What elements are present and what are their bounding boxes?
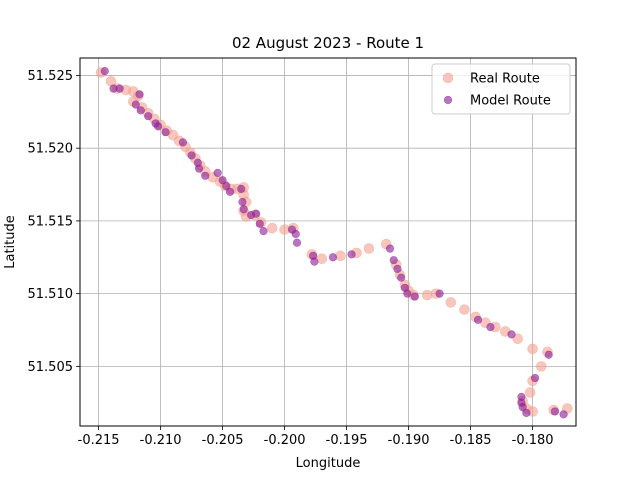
model-route-point [135, 90, 144, 99]
model-route-point [161, 128, 170, 137]
real-route-point [363, 243, 375, 254]
model-route-point [100, 66, 109, 76]
model-route-point [550, 407, 560, 416]
model-route-point [403, 289, 412, 298]
model-route-point [259, 226, 268, 236]
model-route-point [255, 219, 264, 228]
real-route-point [527, 343, 538, 355]
model-route-point [144, 112, 153, 121]
model-route-point [522, 408, 531, 418]
model-route-point [194, 164, 204, 173]
legend-marker [442, 72, 454, 84]
model-route-point [507, 330, 516, 339]
x-tick-label: -0.210 [140, 433, 182, 448]
y-axis-label: Latitude [3, 215, 18, 269]
model-route-point [225, 187, 235, 196]
legend-box [431, 63, 571, 115]
model-route-point [486, 322, 495, 332]
model-route-point [178, 138, 188, 147]
legend-marker [443, 95, 453, 105]
model-route-point [435, 289, 444, 298]
x-tick-label: -0.195 [326, 433, 368, 448]
model-route-point [397, 273, 406, 282]
real-route-point [335, 250, 346, 262]
plot-frame [79, 57, 577, 427]
real-route-point [266, 222, 278, 234]
model-route-point [218, 176, 227, 185]
y-tick-label: 51.510 [28, 287, 74, 302]
model-route-point [328, 253, 338, 262]
y-tick-label: 51.520 [28, 142, 74, 157]
y-tick-label: 51.525 [28, 69, 74, 84]
real-route-point [535, 361, 547, 372]
model-route-point [154, 122, 163, 131]
real-route-point [524, 387, 536, 398]
model-route-point [347, 250, 356, 259]
axis-ticks: -0.215 -0.210 -0.205 -0.200 -0.195 -0.190 -0.1… [28, 69, 554, 448]
model-route-point [559, 410, 568, 419]
model-route-point [201, 171, 210, 180]
model-route-point [251, 209, 261, 218]
real-route-point [421, 289, 433, 301]
x-tick-label: -0.215 [78, 433, 120, 448]
x-tick-label: -0.205 [202, 433, 244, 448]
data-points [95, 66, 573, 419]
model-route-point [237, 184, 246, 194]
model-route-point [530, 373, 540, 383]
model-route-point [389, 256, 398, 265]
model-route-point [518, 402, 527, 412]
x-tick-label: -0.190 [388, 433, 430, 448]
model-route-point [544, 350, 553, 359]
model-route-point [213, 168, 222, 178]
grid [80, 58, 576, 426]
y-tick-label: 51.515 [28, 214, 74, 229]
legend-label: Real Route [470, 72, 540, 87]
real-route-point [512, 333, 524, 345]
model-route-point [222, 181, 231, 191]
x-tick-label: -0.185 [450, 433, 492, 448]
x-axis-label: Longitude [296, 456, 361, 471]
y-tick-label: 51.505 [28, 360, 74, 375]
model-route-point [136, 106, 145, 115]
model-route-point [131, 100, 140, 109]
model-route-point [410, 292, 419, 301]
model-route-point [291, 229, 300, 239]
x-tick-label: -0.180 [512, 433, 554, 448]
model-route-point [393, 264, 402, 274]
real-route-point [445, 297, 457, 308]
model-route-point [292, 238, 302, 247]
model-route-point [385, 244, 395, 253]
model-route-point [115, 84, 124, 93]
model-route-point [187, 151, 196, 160]
legend-label: Model Route [470, 94, 551, 109]
legend: Real Route Model Route [431, 63, 571, 115]
model-route-point [238, 197, 247, 207]
real-route-point [459, 304, 470, 315]
model-route-point [239, 205, 248, 214]
model-route-point [310, 257, 319, 266]
x-tick-label: -0.200 [264, 433, 306, 448]
model-route-point [473, 315, 483, 324]
chart-title: 02 August 2023 - Route 1 [232, 34, 424, 52]
